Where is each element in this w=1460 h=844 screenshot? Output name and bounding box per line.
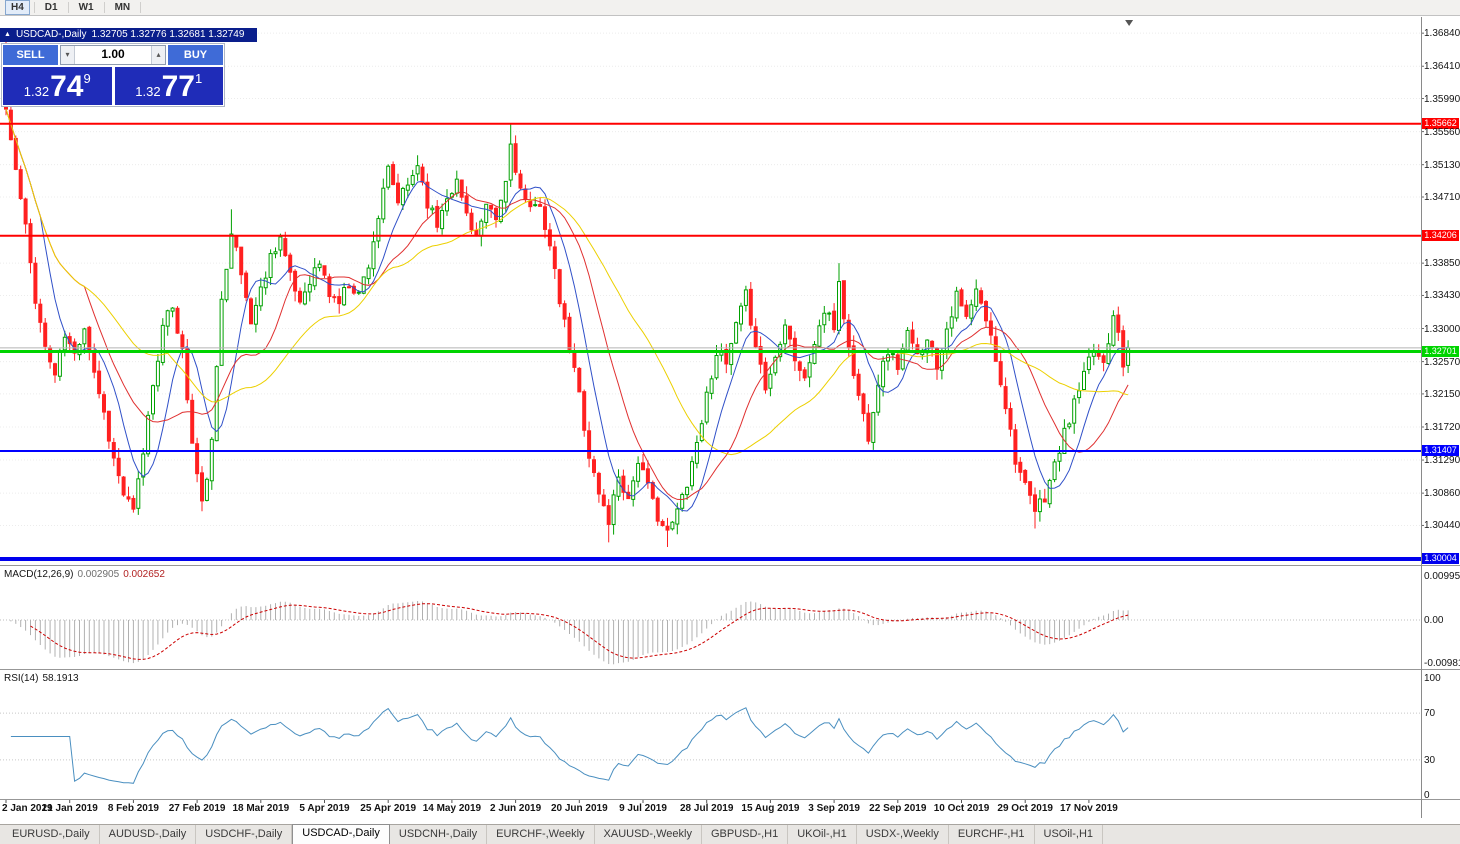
buy-price-display: 1.32 77 1 (114, 67, 223, 105)
volume-increase-button[interactable]: ▴ (151, 46, 165, 64)
time-axis[interactable]: 2 Jan 2019 21 Jan 2019 8 Feb 2019 27 Feb 20… (0, 800, 1421, 818)
trade-buttons-row: SELL ▾ 1.00 ▴ BUY (3, 45, 223, 65)
timeframe-button-mn[interactable]: MN (114, 2, 131, 13)
buy-price-main: 77 (161, 70, 195, 103)
macd-signal-value: 0.002652 (123, 569, 165, 580)
chart-tab-gbpusd-h1[interactable]: GBPUSD-,H1 (702, 825, 789, 844)
chart-tab-audusd-daily[interactable]: AUDUSD-,Daily (100, 825, 197, 844)
pane-separator-macd[interactable] (0, 563, 1460, 567)
date-axis-label: 22 Sep 2019 (869, 803, 927, 814)
rsi-name: RSI(14) (4, 673, 39, 684)
chart-window-icon: ▲ (4, 31, 11, 38)
chart-tab-xauusd-weekly[interactable]: XAUUSD-,Weekly (595, 825, 702, 844)
date-axis-label: 18 Mar 2019 (232, 803, 290, 814)
one-click-trading-panel: SELL ▾ 1.00 ▴ BUY 1.32 74 9 1.32 77 1 (1, 43, 225, 107)
chart-ohlc-values: 1.32705 1.32776 1.32681 1.32749 (91, 29, 245, 40)
chart-title: USDCAD-,Daily (15, 29, 87, 40)
buy-price-pip: 1 (194, 71, 203, 86)
date-axis-label: 9 Jul 2019 (619, 803, 667, 814)
timeframe-buttons: H4 D1 W1 MN (4, 0, 144, 15)
date-axis-label: 8 Feb 2019 (107, 803, 159, 814)
macd-label: MACD(12,26,9) 0.002905 0.002652 (4, 569, 169, 580)
chart-canvas[interactable] (0, 17, 1421, 800)
pane-separator-rsi[interactable] (0, 667, 1460, 671)
toolbar-separator (67, 2, 69, 13)
rsi-value: 58.1913 (42, 673, 79, 684)
toolbar-separator (103, 2, 105, 13)
price-axis[interactable] (1421, 17, 1460, 818)
timeframe-toolbar: H4 D1 W1 MN (0, 0, 1460, 16)
rsi-label: RSI(14) 58.1913 (4, 673, 83, 684)
date-axis-label: 15 Aug 2019 (741, 803, 800, 814)
date-axis-label: 14 May 2019 (422, 803, 482, 814)
pane-separator-time-axis[interactable] (0, 797, 1460, 801)
chart-tab-usdcnh-daily[interactable]: USDCNH-,Daily (390, 825, 488, 844)
date-axis-label: 5 Apr 2019 (299, 803, 350, 814)
volume-decrease-button[interactable]: ▾ (61, 46, 75, 64)
volume-input[interactable]: 1.00 (101, 47, 125, 61)
volume-control: ▾ 1.00 ▴ (60, 45, 166, 65)
date-axis-label: 2 Jun 2019 (490, 803, 542, 814)
toolbar-separator (33, 2, 35, 13)
sell-price-pip: 9 (83, 71, 91, 86)
chart-tabs: EURUSD-,Daily AUDUSD-,Daily USDCHF-,Daily U… (3, 824, 1104, 844)
date-axis-label: 10 Oct 2019 (933, 803, 990, 814)
chart-tab-eurusd-daily[interactable]: EURUSD-,Daily (3, 825, 100, 844)
macd-name: MACD(12,26,9) (4, 569, 74, 580)
chart-titlebar[interactable]: ▲ USDCAD-,Daily 1.32705 1.32776 1.32681 … (0, 28, 258, 42)
date-axis-label: 2 Jan 2019 (2, 803, 53, 814)
toolbar-separator (140, 2, 142, 13)
date-axis-label: 17 Nov 2019 (1059, 803, 1118, 814)
buy-button[interactable]: BUY (168, 45, 223, 65)
date-axis-label: 21 Jan 2019 (41, 803, 98, 814)
sell-price-main: 74 (50, 70, 84, 103)
chart-tab-usdx-weekly[interactable]: USDX-,Weekly (857, 825, 949, 844)
chart-tab-ukoil-h1[interactable]: UKOil-,H1 (788, 825, 857, 844)
macd-main-value: 0.002905 (77, 569, 120, 580)
date-axis-label: 3 Sep 2019 (808, 803, 860, 814)
chart-tab-usdcad-daily[interactable]: USDCAD-,Daily (292, 824, 390, 844)
chart-tabs-bar: EURUSD-,Daily AUDUSD-,Daily USDCHF-,Daily U… (0, 824, 1460, 844)
timeframe-button-h4[interactable]: H4 (5, 0, 30, 15)
buy-price-prefix: 1.32 (135, 84, 161, 99)
sell-button[interactable]: SELL (3, 45, 58, 65)
sell-price-display: 1.32 74 9 (3, 67, 112, 105)
sell-price-prefix: 1.32 (23, 84, 50, 99)
trade-prices-row: 1.32 74 9 1.32 77 1 (3, 67, 223, 105)
timeframe-button-d1[interactable]: D1 (44, 2, 58, 13)
date-axis-label: 29 Oct 2019 (997, 803, 1053, 814)
date-axis-label: 28 Jul 2019 (680, 803, 734, 814)
date-axis-label: 25 Apr 2019 (360, 803, 417, 814)
chart-tab-eurchf-h1[interactable]: EURCHF-,H1 (949, 825, 1035, 844)
timeframe-button-w1[interactable]: W1 (78, 2, 94, 13)
chart-tab-usdchf-daily[interactable]: USDCHF-,Daily (196, 825, 293, 844)
chart-tab-eurchf-weekly[interactable]: EURCHF-,Weekly (487, 825, 595, 844)
date-axis-label: 27 Feb 2019 (168, 803, 226, 814)
chart-tab-usoil-h1[interactable]: USOil-,H1 (1035, 825, 1104, 844)
date-axis-label: 20 Jun 2019 (550, 803, 608, 814)
